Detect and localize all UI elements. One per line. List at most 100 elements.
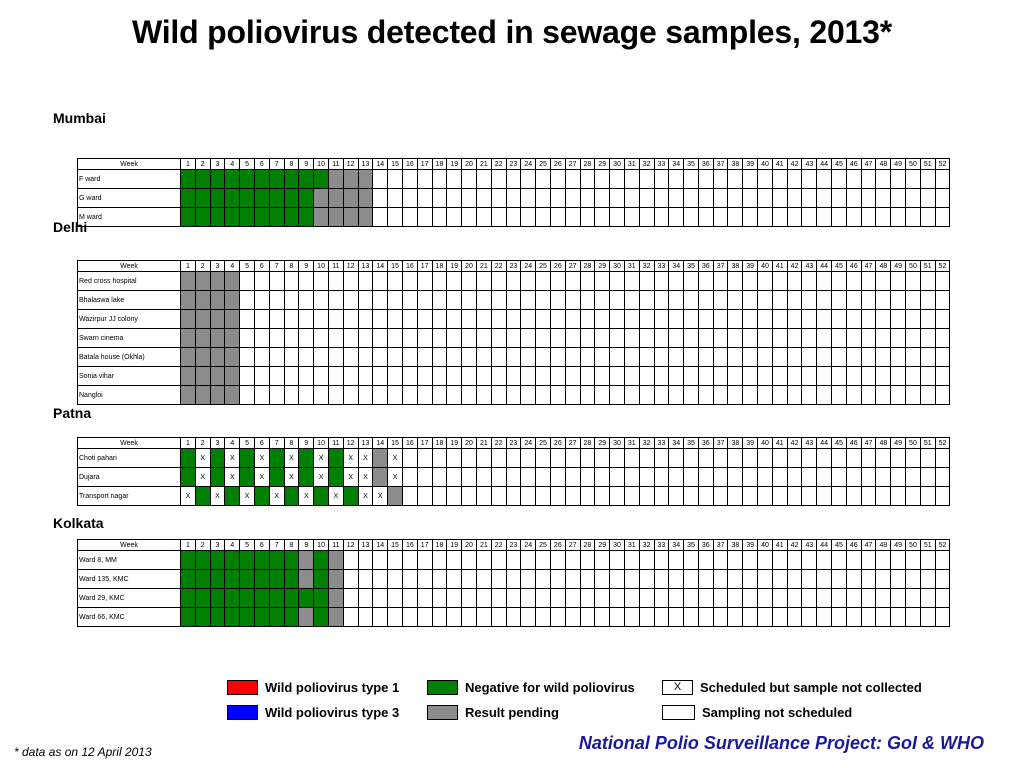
cell-not-scheduled [416, 188, 433, 208]
week-number: 31 [623, 260, 640, 272]
cell-not-scheduled [875, 467, 892, 487]
cell-not-scheduled [683, 188, 699, 208]
cell-not-scheduled [490, 366, 507, 386]
cell-not-scheduled [609, 347, 625, 367]
cell-not-scheduled [253, 309, 270, 329]
cell-not-scheduled [638, 569, 655, 589]
cell-not-scheduled [683, 309, 699, 329]
week-number: 38 [727, 158, 744, 170]
week-number: 41 [771, 539, 788, 551]
cell-not-scheduled [564, 448, 581, 468]
cell-not-scheduled [535, 169, 551, 189]
cell-not-scheduled [490, 271, 507, 291]
cell-not-scheduled [742, 385, 759, 405]
cell-not-scheduled [905, 309, 921, 329]
cell-not-scheduled [905, 467, 921, 487]
cell-not-scheduled [505, 385, 522, 405]
week-number: 1 [180, 158, 196, 170]
cell-not-scheduled [727, 271, 744, 291]
cell-not-scheduled [342, 607, 359, 627]
cell-negative [209, 588, 226, 608]
cell-not-scheduled [757, 385, 773, 405]
week-number: 5 [239, 260, 255, 272]
cell-not-scheduled [623, 328, 640, 348]
week-number: 4 [224, 260, 241, 272]
cell-not-scheduled [727, 569, 744, 589]
cell-not-scheduled [786, 569, 803, 589]
cell-not-scheduled [697, 309, 714, 329]
cell-not-scheduled [757, 188, 773, 208]
cell-not-scheduled [845, 385, 862, 405]
cell-not-scheduled [934, 207, 951, 227]
cell-not-scheduled [313, 290, 329, 310]
cell-not-collected: X [298, 486, 315, 506]
cell-not-scheduled [934, 188, 951, 208]
cell-not-scheduled [564, 385, 581, 405]
cell-not-scheduled [801, 569, 818, 589]
cell-not-scheduled [875, 290, 892, 310]
cell-not-scheduled [801, 607, 818, 627]
week-number: 7 [268, 260, 285, 272]
cell-not-scheduled [638, 550, 655, 570]
cell-not-scheduled [357, 328, 374, 348]
cell-not-scheduled [727, 366, 744, 386]
cell-not-scheduled [401, 207, 418, 227]
week-number: 27 [564, 260, 581, 272]
cell-pending [209, 309, 226, 329]
cell-not-scheduled [653, 448, 670, 468]
cell-not-scheduled [594, 467, 611, 487]
cell-not-scheduled [431, 486, 448, 506]
week-number: 6 [253, 158, 270, 170]
cell-not-scheduled [505, 467, 522, 487]
cell-not-scheduled [342, 328, 359, 348]
week-number: 9 [298, 539, 315, 551]
cell-pending [342, 169, 359, 189]
cell-pending [372, 467, 389, 487]
week-number: 14 [372, 539, 389, 551]
cell-not-scheduled [890, 188, 907, 208]
cell-not-scheduled [461, 169, 477, 189]
cell-not-collected: X [327, 486, 344, 506]
week-number: 19 [446, 539, 463, 551]
cell-not-scheduled [594, 607, 611, 627]
cell-not-scheduled [875, 347, 892, 367]
cell-not-scheduled [890, 569, 907, 589]
site-label: Ward 66, KMC [77, 607, 181, 627]
cell-not-scheduled [831, 448, 847, 468]
cell-not-scheduled [461, 467, 477, 487]
cell-pending [298, 550, 315, 570]
cell-not-scheduled [934, 169, 951, 189]
week-number: 16 [401, 158, 418, 170]
kolkata-table: Week 1 2 3 4 5 6 7 8 9 10 11 12 13 14 15 16 17 18 19 20 21 22 2… [77, 539, 951, 627]
cell-not-scheduled [520, 169, 537, 189]
cell-not-scheduled [564, 607, 581, 627]
cell-not-scheduled [801, 328, 818, 348]
cell-not-scheduled [934, 290, 951, 310]
cell-not-scheduled [771, 486, 788, 506]
cell-not-collected: X [253, 467, 270, 487]
week-number: 41 [771, 158, 788, 170]
cell-negative [327, 448, 344, 468]
cell-not-scheduled [860, 347, 877, 367]
cell-not-scheduled [934, 366, 951, 386]
cell-not-scheduled [712, 607, 729, 627]
cell-not-scheduled [831, 366, 847, 386]
cell-not-scheduled [416, 588, 433, 608]
cell-not-scheduled [653, 588, 670, 608]
week-number: 52 [934, 539, 951, 551]
cell-not-scheduled [609, 169, 625, 189]
cell-not-scheduled [327, 309, 344, 329]
legend-wpv3-label: Wild poliovirus type 3 [265, 705, 400, 720]
cell-not-scheduled [638, 309, 655, 329]
week-number: 37 [712, 158, 729, 170]
week-header-label: Week [77, 260, 181, 272]
cell-not-scheduled [697, 169, 714, 189]
cell-not-scheduled [357, 550, 374, 570]
city-label-delhi: Delhi [53, 219, 88, 235]
week-number: 22 [490, 260, 507, 272]
cell-pending [224, 385, 241, 405]
legend-not-scheduled: Sampling not scheduled [662, 705, 852, 720]
cell-not-scheduled [372, 169, 389, 189]
week-number: 39 [742, 437, 759, 449]
cell-not-scheduled [786, 448, 803, 468]
